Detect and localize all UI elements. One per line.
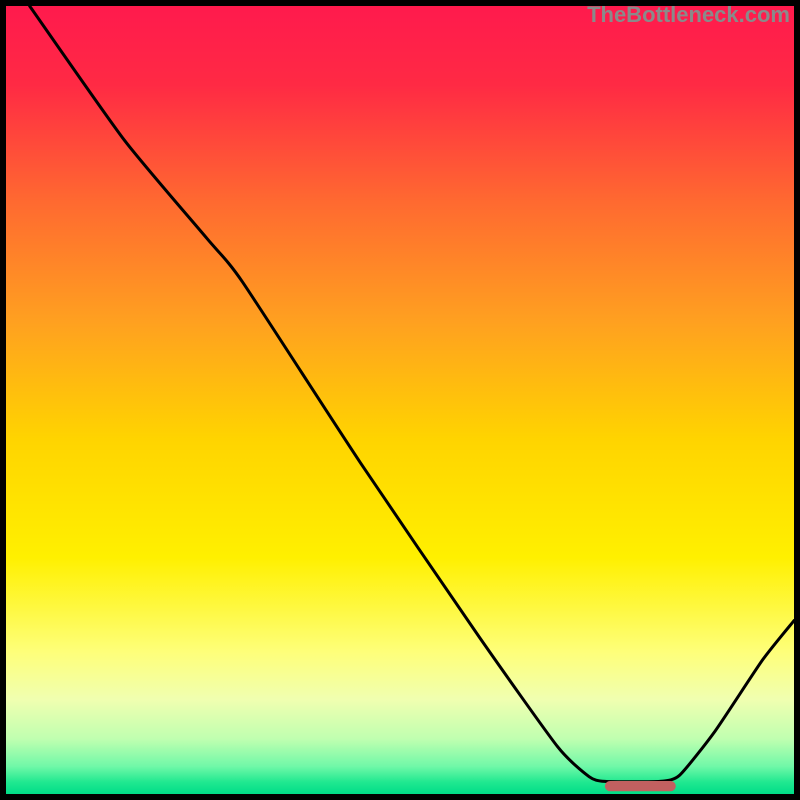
plot-background — [6, 6, 794, 794]
bottleneck-chart — [0, 0, 800, 800]
sweet-spot-marker — [605, 781, 676, 791]
chart-container: TheBottleneck.com — [0, 0, 800, 800]
watermark-text: TheBottleneck.com — [587, 2, 790, 28]
